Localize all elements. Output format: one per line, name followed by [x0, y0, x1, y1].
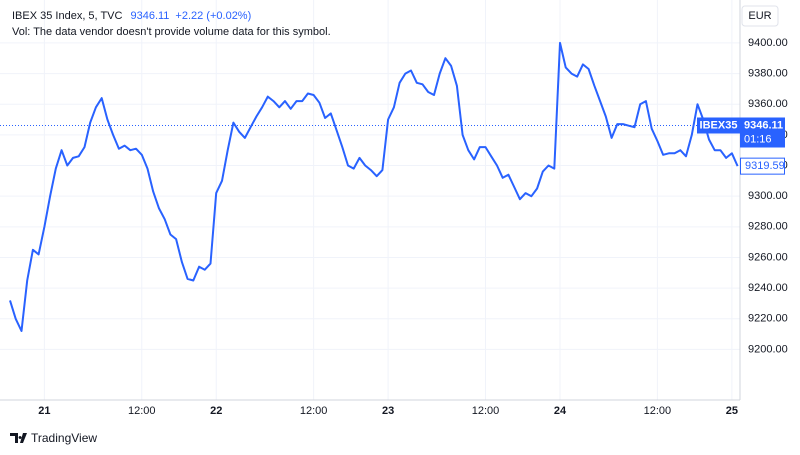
currency-button[interactable] — [741, 5, 779, 27]
x-tick-label: 25 — [726, 405, 738, 417]
x-tick-label: 12:00 — [128, 405, 156, 417]
currency: EUR — [748, 10, 771, 22]
symbol-label: IBEX35 — [700, 119, 738, 131]
countdown: 01:16 — [744, 133, 772, 145]
x-tick-label: 12:00 — [472, 405, 500, 417]
volume-note: Vol: The data vendor doesn't provide vol… — [12, 26, 331, 38]
header: IBEX 35 Index, 5, TVC 9346.11 +2.22 (+0.02… — [12, 10, 251, 22]
header-price: 9346.11 — [130, 10, 169, 22]
y-tick-label: 9260.00 — [748, 251, 788, 263]
y-tick-label: 9380.00 — [748, 67, 788, 79]
y-tick-label: 9240.00 — [748, 282, 788, 294]
price-label-box — [740, 117, 785, 148]
price-label: 9346.11 — [744, 119, 783, 131]
x-tick-label: 12:00 — [300, 405, 328, 417]
marks — [0, 41, 740, 332]
x-tick-label: 24 — [554, 405, 567, 417]
header-change: +2.22 (+0.02%) — [175, 10, 251, 22]
brand: TradingView — [31, 431, 97, 445]
y-tick-label: 9300.00 — [748, 190, 788, 202]
symbol-label-box — [697, 117, 740, 134]
y-tick-label: 9280.00 — [748, 221, 788, 233]
x-tick-label: 23 — [382, 405, 394, 417]
y-tick-label: 9400.00 — [748, 37, 788, 49]
last-value-box — [740, 157, 785, 175]
x-tick-label: 22 — [210, 405, 222, 417]
x-tick-label: 12:00 — [644, 405, 672, 417]
symbol-title: IBEX 35 Index, 5, TVC — [12, 10, 123, 22]
brand-logo — [10, 433, 27, 443]
y-tick-label: 9220.00 — [748, 313, 788, 325]
last-value-label: 9319.59 — [745, 160, 785, 172]
price-line — [9, 41, 739, 332]
y-tick-label: 9360.00 — [748, 98, 788, 110]
x-tick-label: 21 — [38, 405, 50, 417]
y-tick-label: 9200.00 — [748, 343, 788, 355]
